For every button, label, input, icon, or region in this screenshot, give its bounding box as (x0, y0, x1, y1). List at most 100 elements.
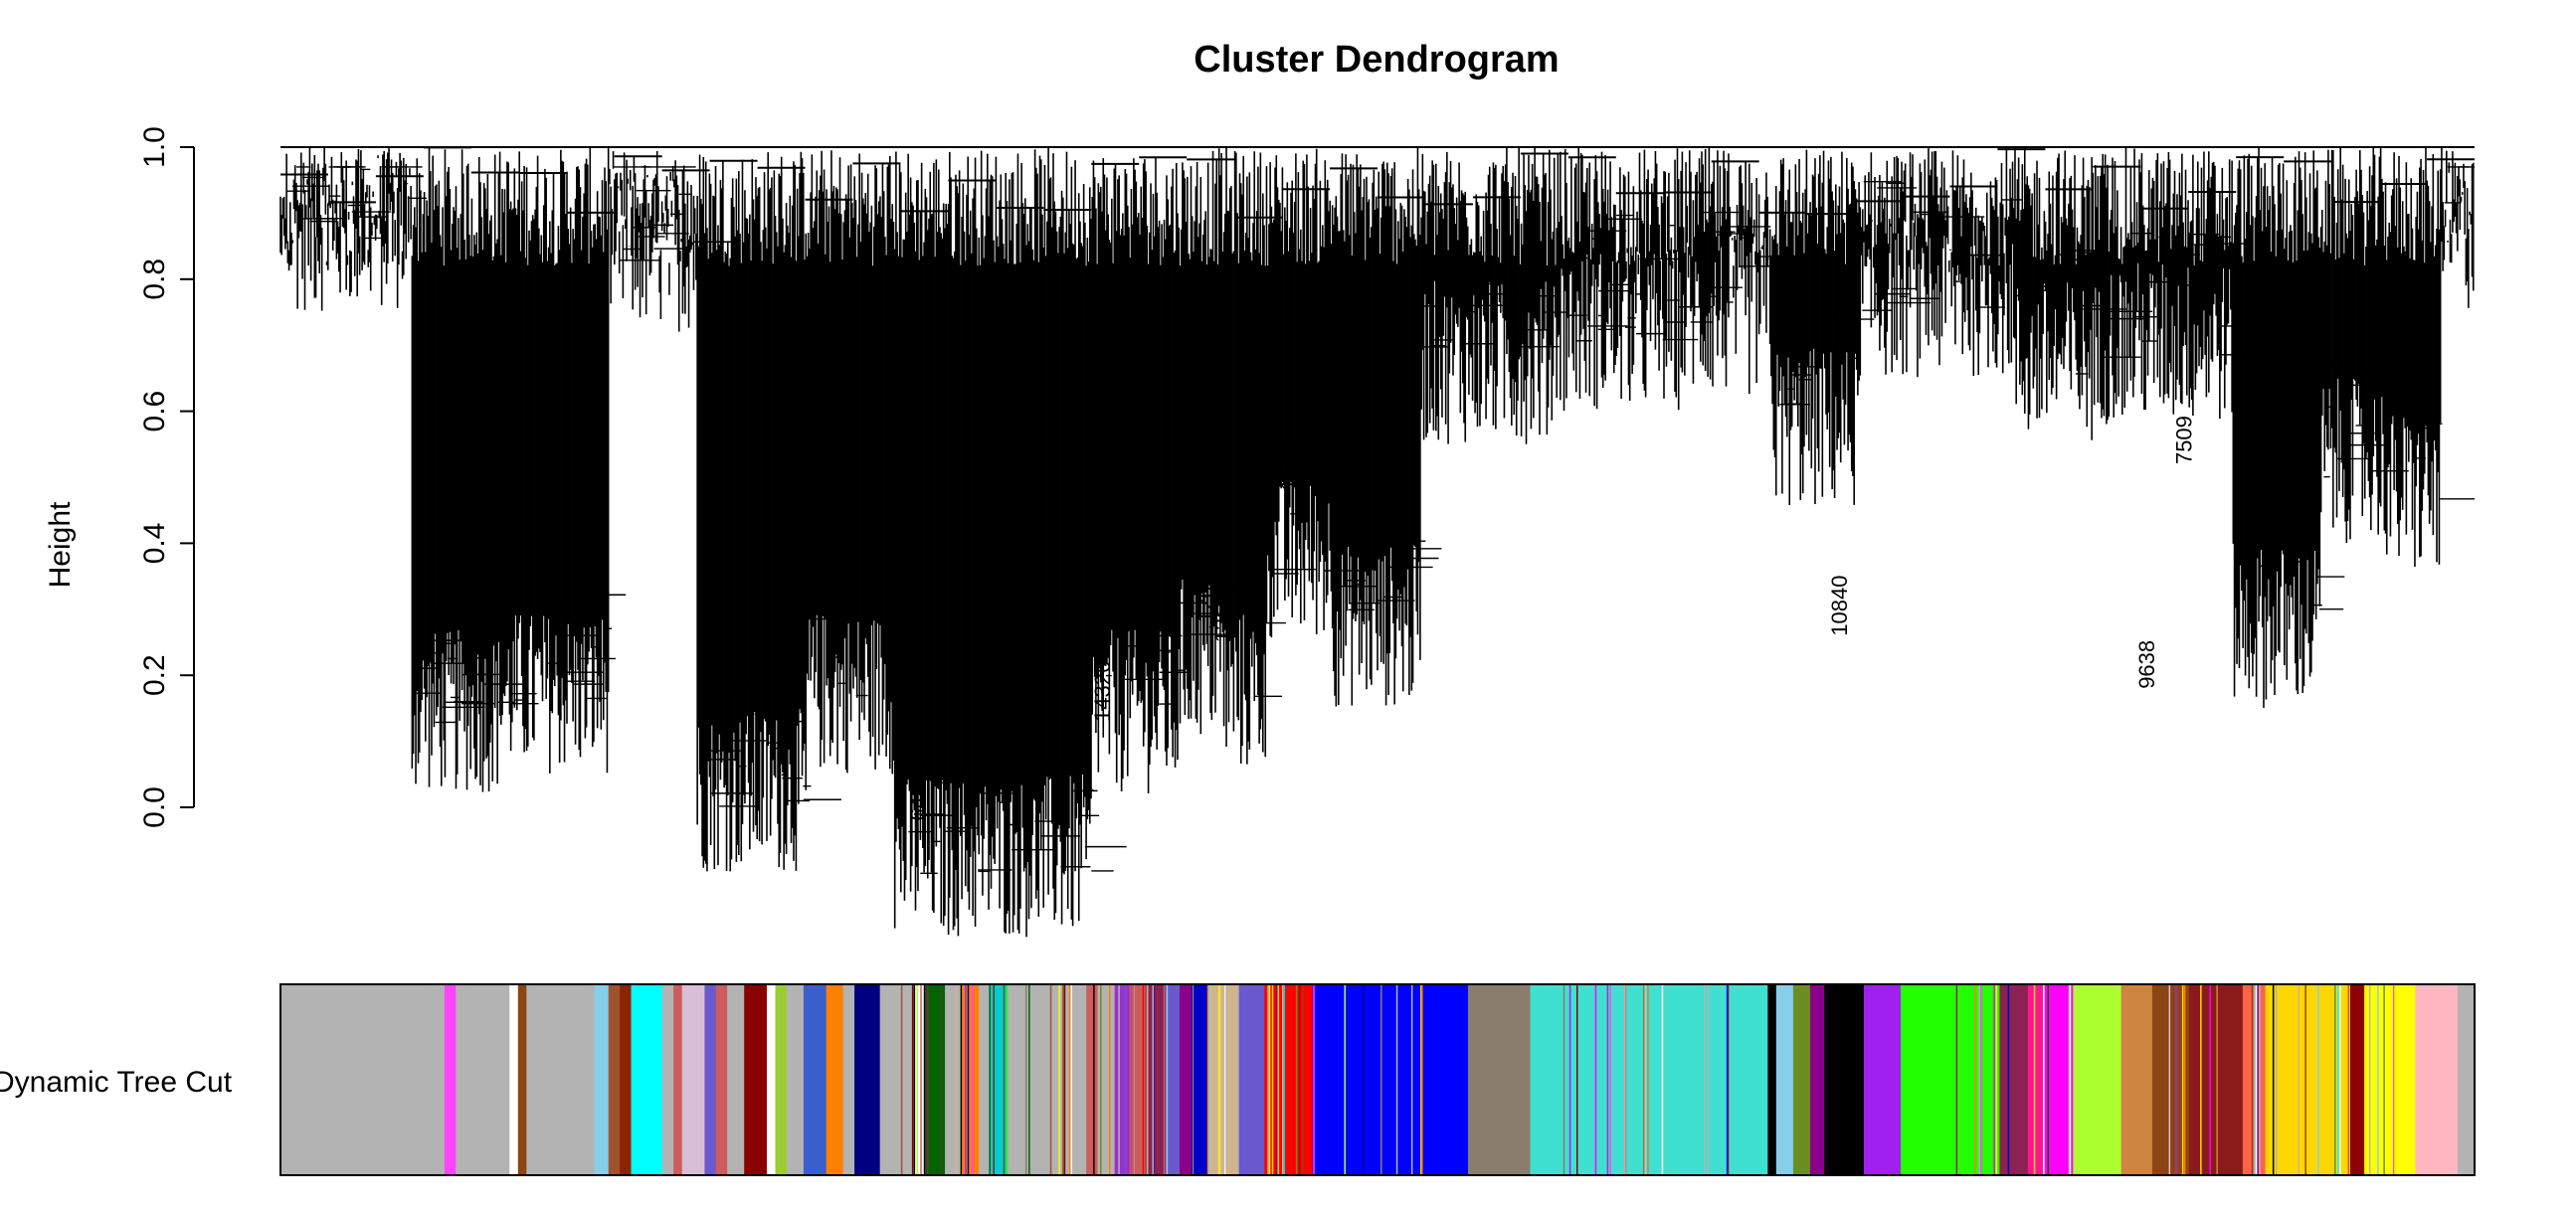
module-color-stripe (2377, 984, 2379, 1175)
dendrogram-tree (279, 146, 2475, 938)
module-color-segment (280, 984, 446, 1175)
module-color-stripe (2254, 984, 2256, 1175)
module-color-stripe (2298, 984, 2300, 1175)
module-color-stripe (1075, 984, 1078, 1175)
module-color-stripe (1135, 984, 1137, 1175)
module-color-stripe (2259, 984, 2261, 1175)
module-color-stripe (1978, 984, 1981, 1175)
module-color-segment (631, 984, 663, 1175)
module-color-segment (1467, 984, 1532, 1175)
module-color-stripe (1275, 984, 1278, 1175)
module-color-segment (1809, 984, 1825, 1175)
module-color-stripe (1421, 984, 1423, 1175)
module-color-stripe (913, 984, 916, 1175)
module-color-stripe (2392, 984, 2395, 1175)
module-color-segment (2151, 984, 2190, 1175)
module-color-segment (979, 984, 992, 1175)
module-color-segment (925, 984, 946, 1175)
module-color-stripe (1142, 984, 1145, 1175)
module-color-segment (803, 984, 828, 1175)
module-color-stripe (900, 984, 903, 1175)
module-color-stripe (1145, 984, 1148, 1175)
module-color-stripe (2255, 984, 2258, 1175)
module-color-stripe (1624, 984, 1627, 1175)
module-color-stripe (1993, 984, 1995, 1175)
module-color-stripe (1058, 984, 1060, 1175)
module-color-segment (1114, 984, 1133, 1175)
module-color-segment (1165, 984, 1181, 1175)
module-color-stripe (2047, 984, 2050, 1175)
module-color-stripe (2209, 984, 2211, 1175)
module-color-stripe (1267, 984, 1269, 1175)
module-color-segment (2073, 984, 2122, 1175)
module-color-segment (854, 984, 881, 1175)
module-color-stripe (967, 984, 970, 1175)
module-color-stripe (1661, 984, 1664, 1175)
module-color-segment (744, 984, 768, 1175)
module-color-stripe (1093, 984, 1095, 1175)
module-color-stripe (1118, 984, 1120, 1175)
leaf-label: 9638 (2134, 640, 2159, 689)
module-color-stripe (2333, 984, 2336, 1175)
module-color-segment (1999, 984, 2029, 1175)
module-color-stripe (920, 984, 922, 1175)
y-tick-label: 0.0 (138, 786, 171, 828)
module-color-stripe (911, 984, 914, 1175)
module-color-stripe (989, 984, 991, 1175)
leaf-label: 1569 (1234, 429, 1259, 477)
module-color-stripe (2007, 984, 2010, 1175)
module-color-stripe (1575, 984, 1578, 1175)
module-color-stripe (972, 984, 975, 1175)
module-color-segment (2415, 984, 2459, 1175)
module-color-segment (879, 984, 915, 1175)
leaf-label: 14326 (1090, 661, 1115, 722)
module-color-stripe (1028, 984, 1030, 1175)
y-axis-label: Height (44, 501, 77, 588)
module-color-stripe (1974, 984, 1976, 1175)
module-color-segment (2457, 984, 2476, 1175)
module-color-segment (620, 984, 633, 1175)
module-color-segment (1097, 984, 1116, 1175)
module-color-stripe (2304, 984, 2306, 1175)
module-color-segment (444, 984, 457, 1175)
module-color-stripe (2337, 984, 2339, 1175)
module-color-stripe (1302, 984, 1304, 1175)
y-tick-label: 1.0 (138, 126, 171, 168)
module-color-stripe (1647, 984, 1649, 1175)
module-color-stripe (981, 984, 984, 1175)
module-color-stripe (2043, 984, 2045, 1175)
module-color-segment (1312, 984, 1469, 1175)
module-color-segment (526, 984, 596, 1175)
module-color-segment (1238, 984, 1265, 1175)
module-color-stripe (1070, 984, 1073, 1175)
leaf-label: 10932 (1180, 391, 1204, 451)
module-color-stripe (1594, 984, 1597, 1175)
module-color-segment (1148, 984, 1167, 1175)
module-color-segment (913, 984, 926, 1175)
dynamic-tree-cut-color-bar (279, 983, 2476, 1176)
module-color-stripe (1166, 984, 1169, 1175)
module-color-stripe (1606, 984, 1609, 1175)
module-color-stripe (1065, 984, 1067, 1175)
module-color-stripe (1707, 984, 1710, 1175)
module-color-segment (2027, 984, 2046, 1175)
module-color-stripe (2033, 984, 2036, 1175)
module-color-stripe (1282, 984, 1284, 1175)
leaf-label: 7509 (2171, 416, 2196, 464)
module-color-segment (2349, 984, 2365, 1175)
module-color-stripe (1420, 984, 1422, 1175)
module-color-stripe (1218, 984, 1220, 1175)
module-color-stripe (1395, 984, 1398, 1175)
module-color-stripe (965, 984, 967, 1175)
module-color-stripe (993, 984, 996, 1175)
module-color-stripe (1108, 984, 1111, 1175)
module-color-stripe (926, 984, 929, 1175)
module-color-stripe (2181, 984, 2184, 1175)
module-color-segment (1775, 984, 1794, 1175)
module-color-stripe (1271, 984, 1274, 1175)
module-color-segment (2265, 984, 2351, 1175)
module-color-segment (681, 984, 705, 1175)
module-color-stripe (1623, 984, 1626, 1175)
module-color-stripe (2368, 984, 2371, 1175)
